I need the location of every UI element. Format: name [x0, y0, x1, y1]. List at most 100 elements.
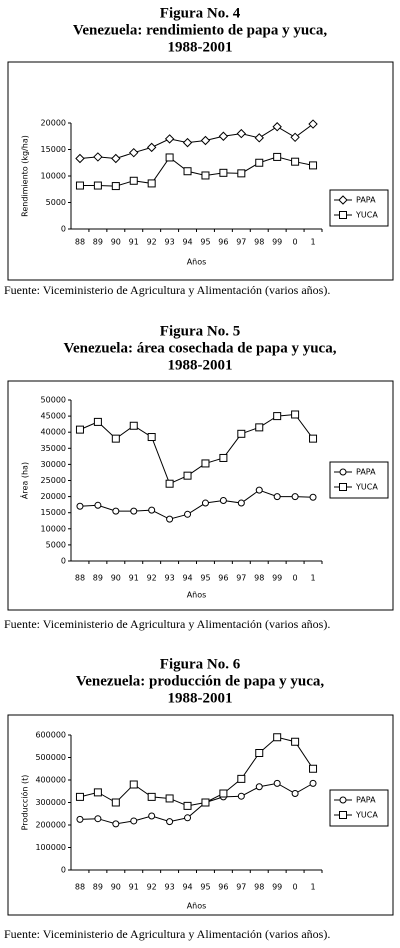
point	[255, 486, 263, 494]
chart-frame	[7, 61, 394, 281]
point	[93, 788, 102, 797]
point	[182, 137, 193, 148]
point	[75, 425, 84, 434]
y-tick-label: 25000	[41, 476, 66, 485]
x-tick-label: 99	[272, 574, 282, 583]
point	[291, 410, 300, 419]
x-tick-label: 0	[293, 883, 298, 892]
point	[309, 493, 317, 501]
x-tick-label: 89	[93, 883, 103, 892]
point	[219, 789, 228, 798]
point	[75, 181, 84, 190]
x-tick-label: 93	[165, 883, 175, 892]
point	[218, 131, 229, 141]
point	[111, 153, 121, 164]
point	[201, 171, 210, 180]
legend-label: YUCA	[355, 211, 378, 220]
point	[148, 812, 156, 820]
point	[273, 493, 281, 501]
x-tick-label: 97	[236, 574, 246, 583]
point	[309, 161, 318, 170]
y-tick-label: 300000	[35, 798, 66, 807]
point	[309, 434, 318, 443]
x-tick-label: 97	[236, 883, 246, 892]
y-tick-label: 5000	[46, 540, 66, 549]
x-tick-label: 99	[272, 883, 282, 892]
x-tick-label: 90	[111, 574, 121, 583]
figure-period: 1988-2001	[168, 39, 233, 55]
point	[166, 515, 174, 523]
x-tick-label: 95	[200, 238, 210, 247]
x-tick-label: 96	[218, 883, 228, 892]
point	[184, 510, 192, 518]
x-tick-label: 91	[129, 883, 139, 892]
point	[129, 421, 138, 430]
x-tick-label: 89	[93, 238, 103, 247]
point	[291, 157, 300, 166]
y-tick-label: 35000	[41, 444, 66, 453]
point	[129, 147, 139, 158]
source-note: Fuente: Viceministerio de Agricultura y …	[4, 617, 330, 631]
legend-box	[329, 789, 389, 827]
legend-box	[329, 189, 389, 227]
legend-marker	[338, 195, 348, 205]
point	[309, 779, 317, 787]
point	[255, 749, 264, 757]
point	[93, 417, 102, 426]
figure-period: 1988-2001	[168, 357, 233, 373]
point	[165, 153, 174, 162]
point	[272, 122, 282, 132]
point	[219, 453, 228, 462]
x-tick-label: 91	[129, 574, 139, 583]
point	[76, 815, 84, 823]
point	[254, 133, 264, 143]
point	[273, 779, 281, 787]
figure-subtitle: Venezuela: producción de papa y yuca,	[76, 673, 325, 689]
figure-title: Figura No. 6	[160, 656, 241, 672]
y-tick-label: 10000	[41, 172, 66, 181]
point	[112, 507, 120, 515]
point	[94, 501, 102, 509]
point	[93, 152, 103, 162]
y-tick-label: 15000	[41, 508, 66, 517]
x-tick-label: 0	[293, 238, 298, 247]
legend-marker	[339, 211, 347, 219]
y-tick-label: 30000	[41, 460, 66, 469]
figure-subtitle: Venezuela: área cosechada de papa y yuca…	[64, 340, 337, 356]
point	[165, 479, 174, 488]
point	[255, 423, 264, 432]
point	[147, 179, 156, 188]
y-tick-label: 0	[61, 866, 66, 875]
point	[164, 134, 175, 144]
series-line	[79, 736, 314, 807]
y-tick-label: 5000	[46, 198, 66, 207]
point	[255, 158, 264, 167]
point	[219, 168, 228, 177]
x-tick-label: 94	[182, 883, 192, 892]
point	[255, 783, 263, 791]
legend-label: PAPA	[356, 468, 376, 477]
x-tick-label: 88	[75, 238, 85, 247]
point	[237, 169, 246, 178]
legend-marker	[339, 796, 347, 804]
point	[165, 794, 174, 803]
point	[183, 471, 192, 480]
x-tick-label: 94	[182, 238, 192, 247]
x-tick-label: 1	[310, 574, 315, 583]
point	[129, 176, 138, 185]
x-axis-label: Años	[187, 591, 207, 600]
point	[291, 493, 299, 501]
x-tick-label: 98	[254, 883, 264, 892]
x-tick-label: 93	[165, 574, 175, 583]
x-axis-label: Años	[187, 902, 207, 911]
point	[112, 820, 120, 828]
x-axis-label: Años	[187, 258, 207, 267]
x-tick-label: 1	[310, 238, 315, 247]
point	[273, 152, 282, 161]
point	[148, 506, 156, 514]
x-tick-label: 90	[111, 238, 121, 247]
y-tick-label: 0	[61, 225, 66, 234]
x-tick-label: 89	[93, 574, 103, 583]
